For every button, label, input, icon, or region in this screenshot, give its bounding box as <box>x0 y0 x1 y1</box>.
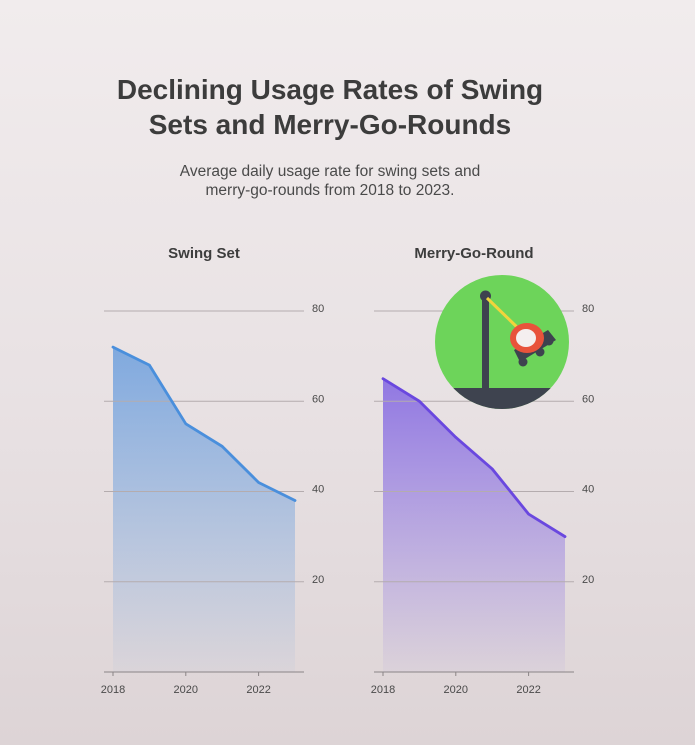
y-tick-label-swing-40: 40 <box>312 484 324 496</box>
y-tick-label-swing-80: 80 <box>312 303 324 315</box>
y-tick-label-merry-80: 80 <box>582 303 594 315</box>
chart-title: Declining Usage Rates of Swing Sets and … <box>0 72 660 142</box>
data-point-swing-2022 <box>257 481 260 484</box>
y-tick-label-swing-20: 20 <box>312 574 324 586</box>
y-tick-label-merry-40: 40 <box>582 484 594 496</box>
series-line-merry <box>381 377 567 539</box>
data-point-merry-2022 <box>527 512 530 516</box>
panel-title-swing: Swing Set <box>168 245 240 262</box>
x-tick-label-swing-2018: 2018 <box>101 684 125 696</box>
chart-title-text: Declining Usage Rates of Swing Sets and … <box>116 74 544 140</box>
area-fill-merry <box>383 378 565 672</box>
panel-title-merry: Merry-Go-Round <box>414 245 533 262</box>
y-tick-label-swing-60: 60 <box>312 393 324 405</box>
data-point-swing-2019 <box>148 363 151 367</box>
data-point-swing-2023 <box>293 499 297 502</box>
y-tick-label-merry-60: 60 <box>582 393 594 405</box>
chart-subtitle-text: Average daily usage rate for swing sets … <box>179 163 481 199</box>
data-point-merry-2020 <box>454 436 457 439</box>
chart-panel-merry: Merry-Go-Round 20 40 60 80 2018 2020 2022 <box>371 245 594 696</box>
area-fill-swing <box>113 347 295 672</box>
data-point-merry-2021 <box>491 467 494 471</box>
series-line-swing <box>111 345 297 502</box>
x-tick-label-swing-2022: 2022 <box>246 684 270 696</box>
x-tick-label-merry-2020: 2020 <box>444 684 468 696</box>
data-point-merry-2023 <box>563 535 567 538</box>
y-tick-label-merry-20: 20 <box>582 574 594 586</box>
data-point-swing-2020 <box>184 422 187 426</box>
chart-panel-swing: Swing Set 20 40 60 80 2018 2020 2022 <box>101 245 324 696</box>
data-point-swing-2018 <box>111 345 115 349</box>
x-tick-label-swing-2020: 2020 <box>174 684 198 696</box>
x-tick-label-merry-2022: 2022 <box>516 684 540 696</box>
data-point-merry-2019 <box>418 400 421 403</box>
data-point-merry-2018 <box>381 377 385 380</box>
chart-subtitle: Average daily usage rate for swing sets … <box>0 162 660 200</box>
data-point-swing-2021 <box>221 445 224 448</box>
swing-icon <box>435 275 569 409</box>
x-tick-label-merry-2018: 2018 <box>371 684 395 696</box>
